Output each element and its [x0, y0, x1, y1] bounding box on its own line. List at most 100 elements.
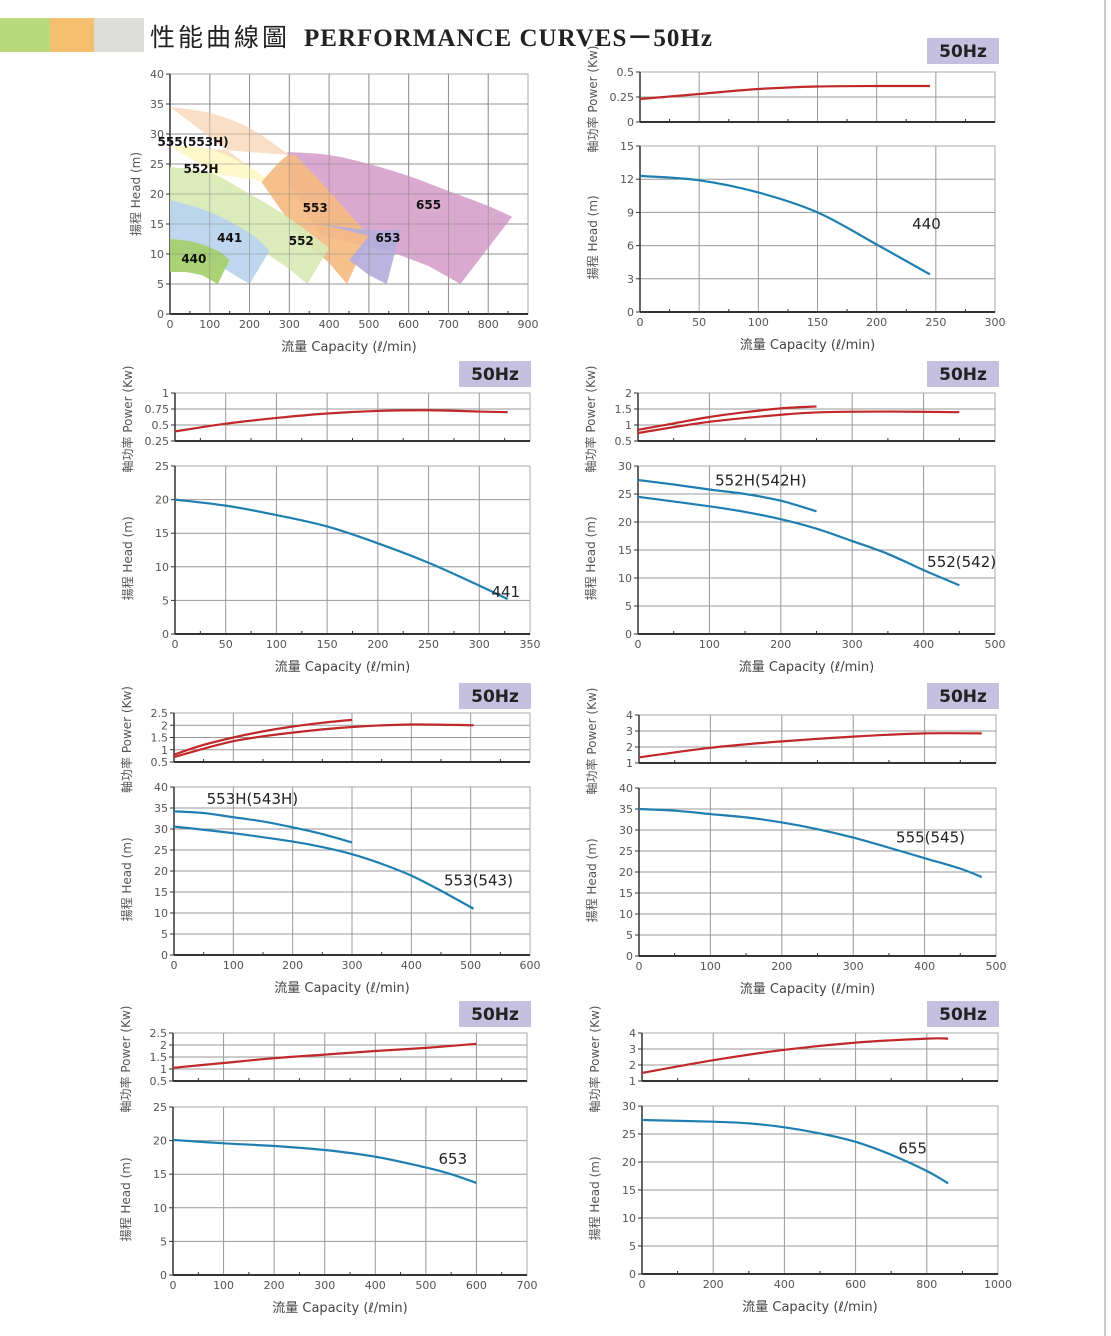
overview-x-axis-title: 流量 Capacity (ℓ/min) [281, 340, 417, 355]
chart-440-head-y-tick-label: 0 [627, 306, 634, 319]
chart-655-power-y-tick-label: 4 [629, 1027, 636, 1040]
chart-552-head-y-tick-label: 25 [618, 488, 632, 501]
chart-440-head-y-tick-label: 9 [627, 206, 634, 219]
chart-552-power-y-tick-label: 1 [625, 419, 632, 432]
chart-552-head-y-tick-label: 10 [618, 572, 632, 585]
overview-y-tick-label: 0 [157, 308, 164, 321]
chart-553-head-line-1 [173, 825, 475, 910]
chart-653-power-y-tick-label: 2 [160, 1039, 167, 1052]
chart-552-power-line-1 [637, 410, 960, 435]
page-title: 性能曲線圖 PERFORMANCE CURVES－50Hz [150, 18, 713, 54]
overview-x-tick-label: 800 [478, 318, 499, 331]
chart-553-head-axis-title: 揚程 Head (m) [119, 837, 134, 921]
overview-y-axis-title: 揚程 Head (m) [128, 152, 143, 236]
chart-555-head-axis-title: 揚程 Head (m) [584, 838, 599, 922]
chart-555-head-x-tick-label: 200 [771, 960, 792, 973]
chart-552-power-line-0 [637, 405, 817, 431]
chart-653-power-y-tick-label: 2.5 [150, 1027, 168, 1040]
chart-655-head-axis-title: 揚程 Head (m) [587, 1156, 602, 1240]
chart-441-head-x-tick-label: 100 [266, 638, 287, 651]
overview-y-tick-label: 35 [150, 98, 164, 111]
chart-655-badge: 50Hz [939, 1005, 987, 1025]
chart-653-head-y-tick-label: 15 [153, 1168, 167, 1181]
chart-555-head-y-tick-label: 5 [626, 929, 633, 942]
chart-553-head-y-tick-label: 5 [161, 928, 168, 941]
overview-x-tick-label: 500 [358, 318, 379, 331]
chart-441-head-x-tick-label: 300 [469, 638, 490, 651]
chart-553-head-y-tick-label: 20 [154, 865, 168, 878]
chart-441-head-y-tick-label: 5 [162, 594, 169, 607]
chart-653-badge: 50Hz [471, 1005, 519, 1025]
overview-x-tick-label: 100 [199, 318, 220, 331]
chart-552-head-y-tick-label: 15 [618, 544, 632, 557]
chart-553-head-x-tick-label: 600 [520, 959, 541, 972]
chart-553-power-y-tick-label: 1 [161, 744, 168, 757]
chart-441-power-y-tick-label: 0.5 [152, 419, 170, 432]
chart-553-x-axis-title: 流量 Capacity (ℓ/min) [274, 981, 410, 996]
chart-440-head-x-tick-label: 300 [985, 316, 1006, 329]
chart-555-head-x-tick-label: 100 [700, 960, 721, 973]
chart-440-power-axis-title: 軸功率 Power (Kw) [585, 46, 600, 153]
chart-655-head-x-tick-label: 0 [639, 1278, 646, 1291]
overview-y-tick-label: 40 [150, 68, 164, 81]
chart-653-head-line-0 [172, 1138, 477, 1184]
chart-440-head-axis-title: 揚程 Head (m) [585, 195, 600, 279]
chart-440-head-y-tick-label: 6 [627, 240, 634, 253]
region-label-653: 653 [375, 231, 400, 245]
chart-653-head-y-tick-label: 5 [160, 1235, 167, 1248]
overview-y-tick-label: 20 [150, 188, 164, 201]
chart-555-head-y-tick-label: 30 [619, 824, 633, 837]
chart-653-badge-bg [459, 1001, 531, 1027]
chart-552-power-y-tick-label: 0.5 [615, 435, 633, 448]
chart-440-head-y-tick-label: 12 [620, 173, 634, 186]
chart-553-head-y-tick-label: 40 [154, 781, 168, 794]
chart-655-power-line-0 [641, 1037, 949, 1075]
chart-441-head-x-tick-label: 0 [172, 638, 179, 651]
chart-655-head-y-tick-label: 5 [629, 1240, 636, 1253]
chart-555-head-line-0 [638, 807, 983, 879]
chart-653-head-x-tick-label: 500 [415, 1279, 436, 1292]
overview-y-tick-label: 25 [150, 158, 164, 171]
chart-441-badge-bg [459, 361, 531, 387]
chart-552-head-line-0 [637, 478, 817, 513]
chart-440-head-x-tick-label: 100 [748, 316, 769, 329]
chart-655-head-y-tick-label: 15 [622, 1184, 636, 1197]
chart-655-head-x-tick-label: 600 [845, 1278, 866, 1291]
region-label-440: 440 [181, 252, 206, 266]
chart-441-power-y-tick-label: 0.75 [145, 403, 170, 416]
chart-552-power-plot-area [637, 392, 996, 442]
chart-552-head-x-tick-label: 0 [635, 638, 642, 651]
chart-555-power-y-tick-label: 4 [626, 709, 633, 722]
chart-553-badge: 50Hz [471, 687, 519, 707]
chart-653-head-y-tick-label: 25 [153, 1101, 167, 1114]
chart-553-power-line-1 [173, 723, 474, 759]
chart-653-head-x-tick-label: 700 [517, 1279, 538, 1292]
chart-440-head-x-tick-label: 200 [866, 316, 887, 329]
chart-553-badge-bg [459, 683, 531, 709]
chart-553-power-y-tick-label: 0.5 [151, 756, 169, 769]
chart-440-series-label-0: 440 [912, 215, 941, 233]
chart-653-head-plot-area [172, 1106, 528, 1276]
chart-553-head-y-tick-label: 15 [154, 886, 168, 899]
chart-653-head-x-tick-label: 200 [264, 1279, 285, 1292]
chart-441-head-axis-title: 揚程 Head (m) [120, 516, 135, 600]
chart-553-power-line-0 [173, 718, 353, 756]
chart-655-head-line-0 [641, 1118, 949, 1185]
chart-555-head-x-tick-label: 0 [636, 960, 643, 973]
chart-553-power-y-tick-label: 1.5 [151, 732, 169, 745]
chart-552-head-y-tick-label: 30 [618, 460, 632, 473]
page-edge [1104, 0, 1106, 1336]
chart-552-head-x-tick-label: 300 [842, 638, 863, 651]
overview-x-tick-label: 700 [438, 318, 459, 331]
chart-553-head-x-tick-label: 500 [460, 959, 481, 972]
chart-440-power-y-tick-label: 0.25 [610, 91, 635, 104]
chart-655-head-y-tick-label: 0 [629, 1268, 636, 1281]
chart-552-power-y-tick-label: 2 [625, 387, 632, 400]
chart-653-series-label-0: 653 [439, 1150, 468, 1168]
chart-441-power-axis-title: 軸功率 Power (Kw) [120, 366, 135, 473]
chart-552-x-axis-title: 流量 Capacity (ℓ/min) [739, 660, 875, 675]
chart-653-head-y-tick-label: 0 [160, 1269, 167, 1282]
chart-441-head-y-tick-label: 25 [155, 460, 169, 473]
overview-x-tick-label: 0 [167, 318, 174, 331]
chart-552-head-x-tick-label: 100 [699, 638, 720, 651]
